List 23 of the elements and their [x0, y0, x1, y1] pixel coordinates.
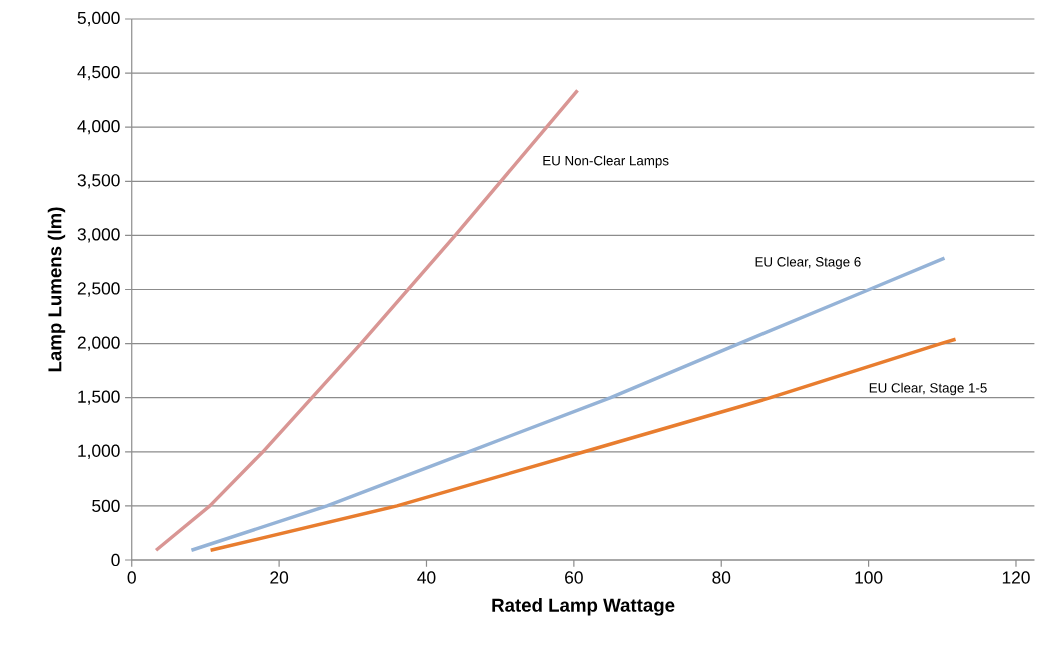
x-tick-label: 80 [712, 571, 731, 584]
y-tick-label: 2,500 [77, 282, 120, 297]
y-tick-label: 500 [92, 499, 120, 513]
y-tick-label: 5,000 [77, 11, 120, 27]
x-tick-label: 0 [127, 571, 136, 584]
x-tick-label: 60 [565, 571, 583, 584]
y-tick-label: 3,000 [77, 228, 120, 243]
y-tick-label: 2,000 [77, 336, 120, 351]
y-axis-title: Lamp Lumens (lm) [47, 207, 66, 372]
x-tick-label: 40 [417, 571, 436, 584]
x-tick-label: 120 [1002, 571, 1030, 584]
x-axis-title: Rated Lamp Wattage [492, 598, 675, 616]
y-tick-label: 4,500 [77, 65, 120, 81]
series-label: EU Non-Clear Lamps [543, 155, 669, 169]
y-tick-label: 0 [111, 553, 120, 567]
x-tick-label: 100 [855, 571, 883, 584]
y-tick-label: 1,500 [78, 390, 120, 405]
series-label: EU Clear, Stage 1-5 [869, 382, 987, 396]
y-tick-label: 1,000 [78, 444, 120, 459]
y-tick-label: 3,500 [77, 174, 120, 189]
series-label: EU Clear, Stage 6 [755, 256, 861, 270]
y-tick-label: 4,000 [77, 120, 120, 135]
x-tick-label: 20 [270, 571, 289, 584]
